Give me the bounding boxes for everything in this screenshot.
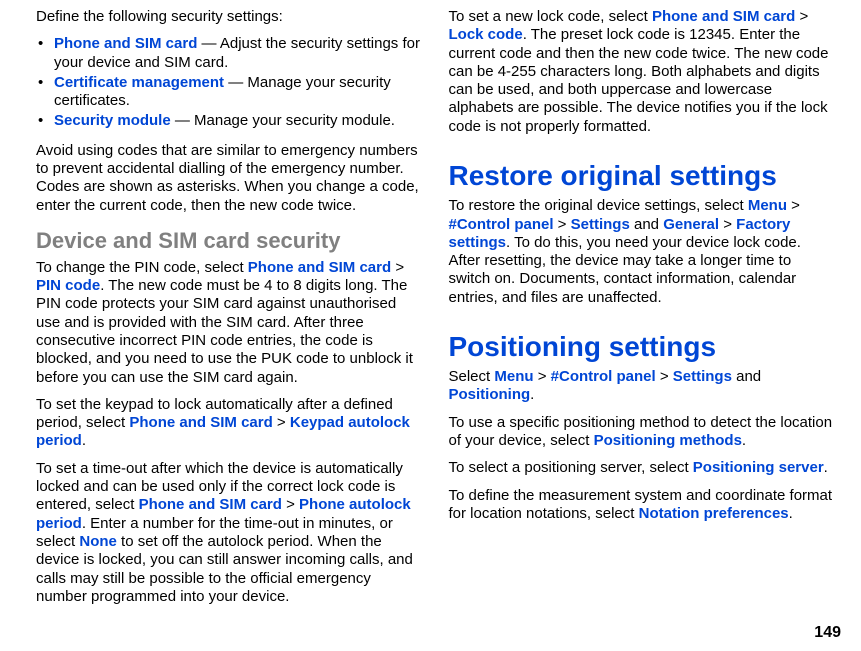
- settings-link: Settings: [673, 368, 732, 385]
- right-column: To set a new lock code, select Phone and…: [435, 8, 834, 643]
- positioning-link: Positioning: [449, 386, 531, 403]
- pin-code-link: PIN code: [36, 277, 100, 294]
- general-link: General: [663, 216, 719, 233]
- menu-link: Menu: [748, 197, 787, 214]
- security-bullet-list: Phone and SIM card — Adjust the security…: [36, 35, 421, 132]
- timeout-paragraph: To set a time-out after which the device…: [36, 460, 421, 606]
- positioning-heading: Positioning settings: [449, 330, 834, 364]
- bullet-phone-sim: Phone and SIM card — Adjust the security…: [36, 35, 421, 72]
- bullet-desc: — Manage your security module.: [171, 112, 395, 129]
- bullet-cert-mgmt: Certificate management — Manage your sec…: [36, 74, 421, 111]
- phone-sim-link: Phone and SIM card: [652, 8, 795, 25]
- page-number: 149: [814, 623, 841, 643]
- phone-sim-link: Phone and SIM card: [248, 259, 391, 276]
- positioning-methods-link: Positioning methods: [594, 432, 742, 449]
- phone-sim-link: Phone and SIM card: [129, 414, 272, 431]
- menu-link: Menu: [494, 368, 533, 385]
- lock-code-paragraph: To set a new lock code, select Phone and…: [449, 8, 834, 136]
- positioning-server-paragraph: To select a positioning server, select P…: [449, 459, 834, 477]
- bullet-term: Phone and SIM card: [54, 35, 197, 52]
- bullet-security-module: Security module — Manage your security m…: [36, 112, 421, 130]
- pin-paragraph: To change the PIN code, select Phone and…: [36, 259, 421, 387]
- bullet-term: Certificate management: [54, 74, 224, 91]
- positioning-server-link: Positioning server: [693, 459, 824, 476]
- positioning-select-paragraph: Select Menu > #Control panel > Settings …: [449, 368, 834, 405]
- control-panel-link: #Control panel: [449, 216, 554, 233]
- none-link: None: [79, 533, 117, 550]
- avoid-codes-paragraph: Avoid using codes that are similar to em…: [36, 142, 421, 215]
- intro-text: Define the following security settings:: [36, 8, 421, 26]
- restore-paragraph: To restore the original device settings,…: [449, 197, 834, 307]
- keypad-paragraph: To set the keypad to lock automatically …: [36, 396, 421, 451]
- bullet-term: Security module: [54, 112, 171, 129]
- positioning-methods-paragraph: To use a specific positioning method to …: [449, 414, 834, 451]
- lock-code-link: Lock code: [449, 26, 523, 43]
- phone-sim-link: Phone and SIM card: [139, 496, 282, 513]
- left-column: Define the following security settings: …: [36, 8, 435, 643]
- notation-paragraph: To define the measurement system and coo…: [449, 487, 834, 524]
- device-sim-heading: Device and SIM card security: [36, 228, 421, 255]
- settings-link: Settings: [571, 216, 630, 233]
- notation-preferences-link: Notation preferences: [639, 505, 789, 522]
- restore-heading: Restore original settings: [449, 159, 834, 193]
- control-panel-link: #Control panel: [551, 368, 656, 385]
